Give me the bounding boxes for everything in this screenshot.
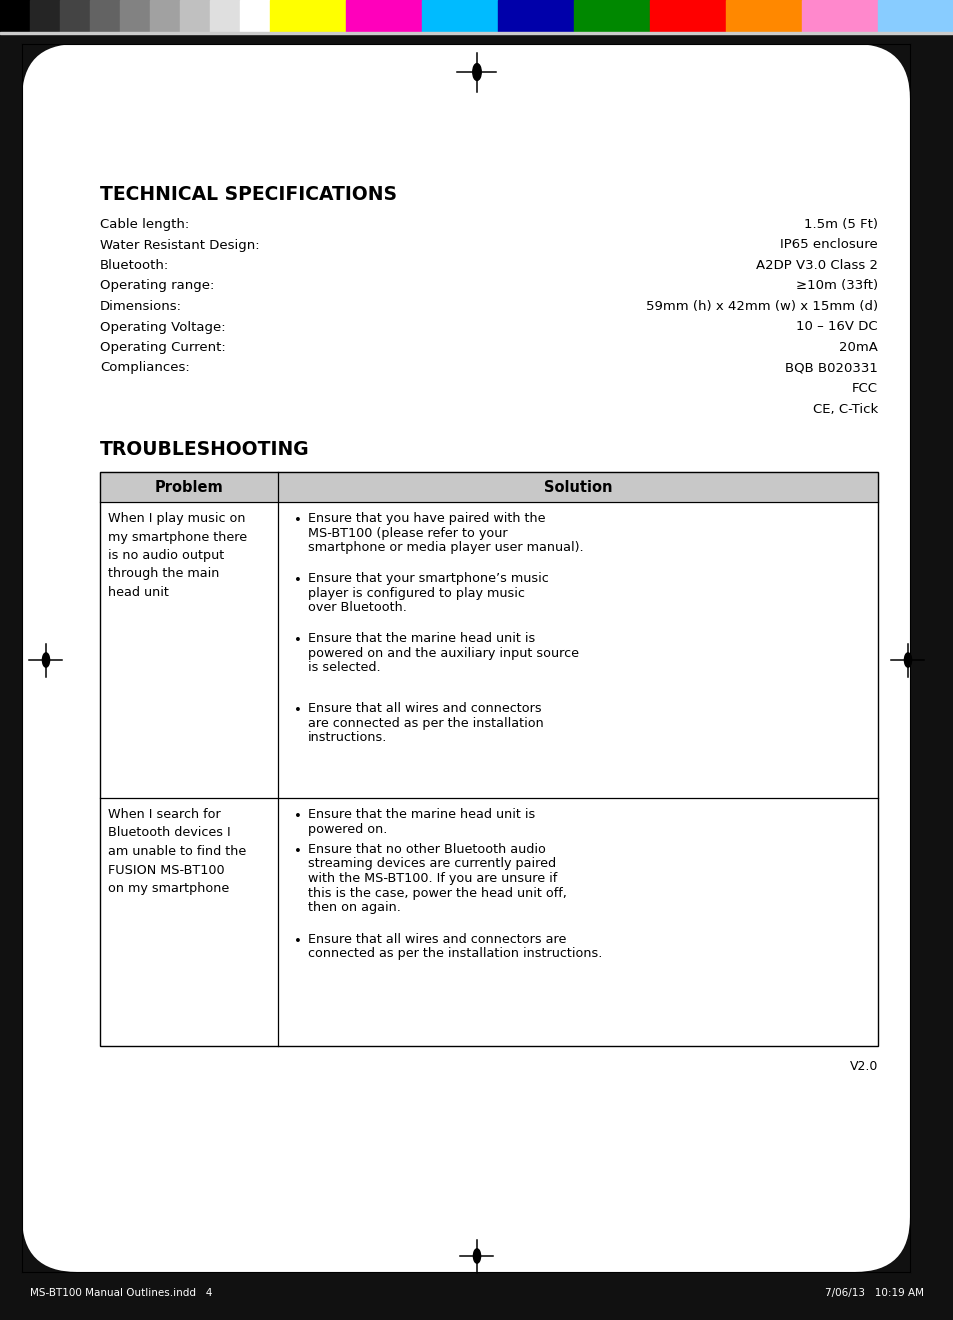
Bar <box>0 0 30 32</box>
Text: •: • <box>294 513 301 527</box>
Text: powered on and the auxiliary input source: powered on and the auxiliary input sourc… <box>308 647 578 660</box>
Text: Cable length:: Cable length: <box>100 218 189 231</box>
Bar <box>277 502 877 799</box>
Text: Ensure that all wires and connectors are: Ensure that all wires and connectors are <box>308 933 566 946</box>
Bar <box>877 0 953 32</box>
Bar <box>30 0 60 32</box>
Bar <box>801 0 877 32</box>
Bar <box>277 799 877 1045</box>
Bar <box>90 0 120 32</box>
Text: Operating Voltage:: Operating Voltage: <box>100 321 226 334</box>
Text: this is the case, power the head unit off,: this is the case, power the head unit of… <box>308 887 566 899</box>
Text: TROUBLESHOOTING: TROUBLESHOOTING <box>100 440 310 459</box>
Text: BQB B020331: BQB B020331 <box>784 362 877 375</box>
Text: When I play music on
my smartphone there
is no audio output
through the main
hea: When I play music on my smartphone there… <box>108 512 247 599</box>
Text: Ensure that the marine head unit is: Ensure that the marine head unit is <box>308 632 535 645</box>
Text: 20mA: 20mA <box>839 341 877 354</box>
Text: When I search for
Bluetooth devices I
am unable to find the
FUSION MS-BT100
on m: When I search for Bluetooth devices I am… <box>108 808 246 895</box>
Text: connected as per the installation instructions.: connected as per the installation instru… <box>308 948 601 961</box>
Text: •: • <box>294 935 301 948</box>
Text: CE, C-Tick: CE, C-Tick <box>812 403 877 416</box>
Text: Bluetooth:: Bluetooth: <box>100 259 169 272</box>
Text: •: • <box>294 634 301 647</box>
Bar <box>270 0 346 32</box>
Text: A2DP V3.0 Class 2: A2DP V3.0 Class 2 <box>755 259 877 272</box>
Text: Operating Current:: Operating Current: <box>100 341 226 354</box>
Text: V2.0: V2.0 <box>849 1060 877 1073</box>
Text: •: • <box>294 704 301 717</box>
Text: Water Resistant Design:: Water Resistant Design: <box>100 239 259 252</box>
Bar <box>180 0 210 32</box>
Text: Ensure that your smartphone’s music: Ensure that your smartphone’s music <box>308 572 548 585</box>
Bar <box>60 0 90 32</box>
Text: •: • <box>294 810 301 822</box>
Bar <box>346 0 421 32</box>
Text: streaming devices are currently paired: streaming devices are currently paired <box>308 858 556 870</box>
Bar <box>120 0 150 32</box>
Bar <box>100 502 277 799</box>
Ellipse shape <box>42 653 50 667</box>
Text: are connected as per the installation: are connected as per the installation <box>308 717 543 730</box>
Bar <box>210 0 240 32</box>
Ellipse shape <box>903 653 911 667</box>
Text: over Bluetooth.: over Bluetooth. <box>308 601 406 614</box>
Text: 1.5m (5 Ft): 1.5m (5 Ft) <box>803 218 877 231</box>
Bar <box>649 0 725 32</box>
Text: IP65 enclosure: IP65 enclosure <box>780 239 877 252</box>
Bar <box>0 32 953 33</box>
Text: is selected.: is selected. <box>308 661 380 675</box>
Text: MS-BT100 (please refer to your: MS-BT100 (please refer to your <box>308 527 507 540</box>
Text: Ensure that no other Bluetooth audio: Ensure that no other Bluetooth audio <box>308 843 545 855</box>
Bar <box>100 473 877 1045</box>
Text: powered on.: powered on. <box>308 822 387 836</box>
Text: TECHNICAL SPECIFICATIONS: TECHNICAL SPECIFICATIONS <box>100 185 396 205</box>
Text: with the MS-BT100. If you are unsure if: with the MS-BT100. If you are unsure if <box>308 873 557 884</box>
Text: •: • <box>294 574 301 587</box>
FancyBboxPatch shape <box>22 44 909 1272</box>
Text: ≥10m (33ft): ≥10m (33ft) <box>795 280 877 293</box>
Text: Solution: Solution <box>543 479 612 495</box>
Text: then on again.: then on again. <box>308 902 400 913</box>
Text: instructions.: instructions. <box>308 731 387 744</box>
Ellipse shape <box>473 1249 480 1263</box>
Bar <box>0 0 953 45</box>
Text: Compliances:: Compliances: <box>100 362 190 375</box>
Text: MS-BT100 Manual Outlines.indd   4: MS-BT100 Manual Outlines.indd 4 <box>30 1288 213 1298</box>
Text: Dimensions:: Dimensions: <box>100 300 182 313</box>
Text: FCC: FCC <box>851 381 877 395</box>
Bar <box>240 0 270 32</box>
Text: Ensure that all wires and connectors: Ensure that all wires and connectors <box>308 702 541 715</box>
Bar <box>100 799 277 1045</box>
Text: Problem: Problem <box>154 479 223 495</box>
Text: player is configured to play music: player is configured to play music <box>308 586 524 599</box>
Ellipse shape <box>473 63 480 81</box>
Bar <box>0 1278 953 1320</box>
Text: Ensure that you have paired with the: Ensure that you have paired with the <box>308 512 545 525</box>
Bar <box>421 0 497 32</box>
Text: Ensure that the marine head unit is: Ensure that the marine head unit is <box>308 808 535 821</box>
Text: 7/06/13   10:19 AM: 7/06/13 10:19 AM <box>824 1288 923 1298</box>
Text: 59mm (h) x 42mm (w) x 15mm (d): 59mm (h) x 42mm (w) x 15mm (d) <box>645 300 877 313</box>
Bar <box>574 0 649 32</box>
Bar <box>100 473 877 502</box>
Text: •: • <box>294 845 301 858</box>
Bar <box>725 0 801 32</box>
Bar <box>497 0 574 32</box>
Bar <box>150 0 180 32</box>
Text: 10 – 16V DC: 10 – 16V DC <box>796 321 877 334</box>
Text: smartphone or media player user manual).: smartphone or media player user manual). <box>308 541 583 554</box>
Text: Operating range:: Operating range: <box>100 280 214 293</box>
